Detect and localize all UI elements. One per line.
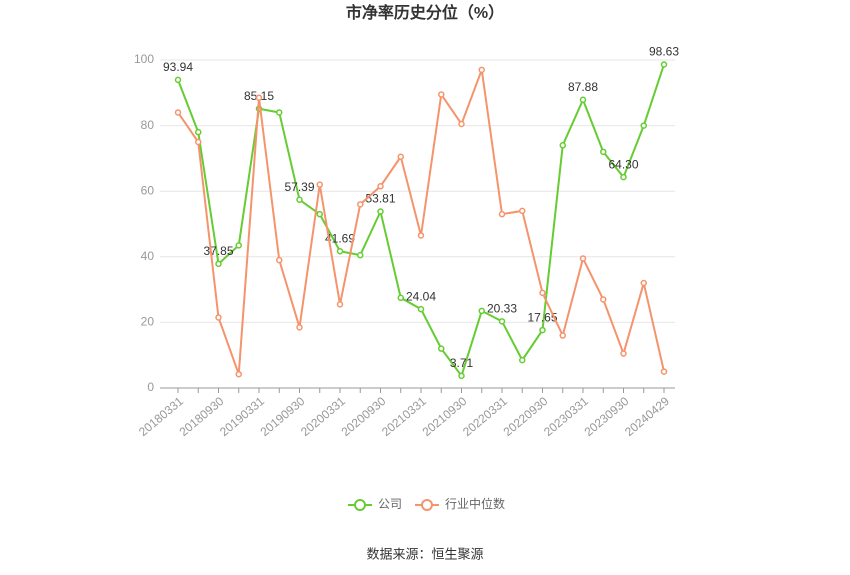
data-point (235, 370, 242, 378)
data-point (215, 314, 222, 321)
data-point (336, 248, 344, 255)
data-point (316, 210, 323, 218)
data-point (296, 324, 303, 331)
data-point (579, 96, 587, 104)
data-label: 98.63 (649, 45, 679, 59)
source: 数据来源：恒生聚源 (366, 546, 483, 561)
data-point (174, 109, 182, 116)
data-point (276, 256, 283, 264)
data-point (235, 242, 242, 249)
data-point (539, 326, 546, 334)
legend-label: 公司 (378, 497, 402, 511)
data-point (600, 296, 607, 303)
data-point (195, 128, 202, 136)
data-point (438, 345, 445, 352)
legend-label: 行业中位数 (445, 496, 505, 511)
data-label: 24.04 (406, 289, 436, 303)
data-point (296, 196, 303, 204)
data-point (336, 301, 344, 308)
data-point (640, 279, 647, 287)
data-point (438, 91, 445, 98)
legend-item: 公司 (348, 497, 402, 511)
data-point (600, 148, 607, 156)
data-point (417, 232, 425, 239)
series-line (177, 69, 665, 375)
data-label: 57.39 (284, 180, 314, 194)
data-point (579, 255, 587, 262)
data-label: 37.85 (203, 244, 233, 258)
legend-marker (354, 499, 366, 511)
y-tick-label: 20 (141, 315, 155, 329)
data-point (377, 183, 384, 190)
legend-marker (421, 499, 433, 511)
y-tick-label: 80 (141, 118, 155, 132)
data-point (458, 120, 465, 128)
data-point (620, 173, 627, 181)
data-point (559, 142, 566, 149)
data-label: 93.94 (163, 60, 193, 74)
data-point (660, 368, 668, 375)
data-label: 3.71 (450, 356, 474, 370)
data-point (620, 350, 627, 357)
data-point (195, 138, 202, 146)
data-label: 41.69 (325, 231, 355, 245)
y-tick-label: 0 (147, 380, 154, 394)
data-point (417, 305, 425, 313)
data-point (498, 318, 506, 325)
data-point (519, 356, 526, 364)
data-point (357, 201, 364, 208)
data-point (215, 260, 222, 268)
chart-title: 市净率历史分位（%） (346, 3, 504, 22)
data-point (174, 76, 182, 84)
data-label: 87.88 (568, 80, 598, 94)
y-tick-label: 100 (134, 52, 154, 66)
data-point (357, 251, 364, 259)
data-point (276, 109, 283, 116)
data-point (255, 94, 263, 101)
data-point (660, 61, 668, 68)
legend-item: 行业中位数 (415, 496, 505, 511)
data-label: 53.81 (365, 192, 395, 206)
data-point (397, 153, 404, 161)
data-point (640, 122, 647, 129)
data-label: 20.33 (487, 301, 517, 315)
data-point (397, 294, 404, 302)
data-point (559, 332, 566, 339)
y-tick-label: 40 (141, 249, 155, 263)
data-point (519, 207, 526, 215)
data-label: 64.30 (608, 157, 638, 171)
y-tick-label: 60 (141, 183, 155, 197)
data-point (478, 307, 485, 315)
x-tick-label: 20240429 (622, 394, 672, 439)
data-point (316, 181, 323, 188)
data-label: 17.65 (527, 310, 557, 324)
data-point (539, 289, 546, 297)
data-point (458, 372, 465, 380)
data-point (498, 210, 506, 218)
data-point (377, 208, 384, 215)
data-point (478, 66, 485, 74)
